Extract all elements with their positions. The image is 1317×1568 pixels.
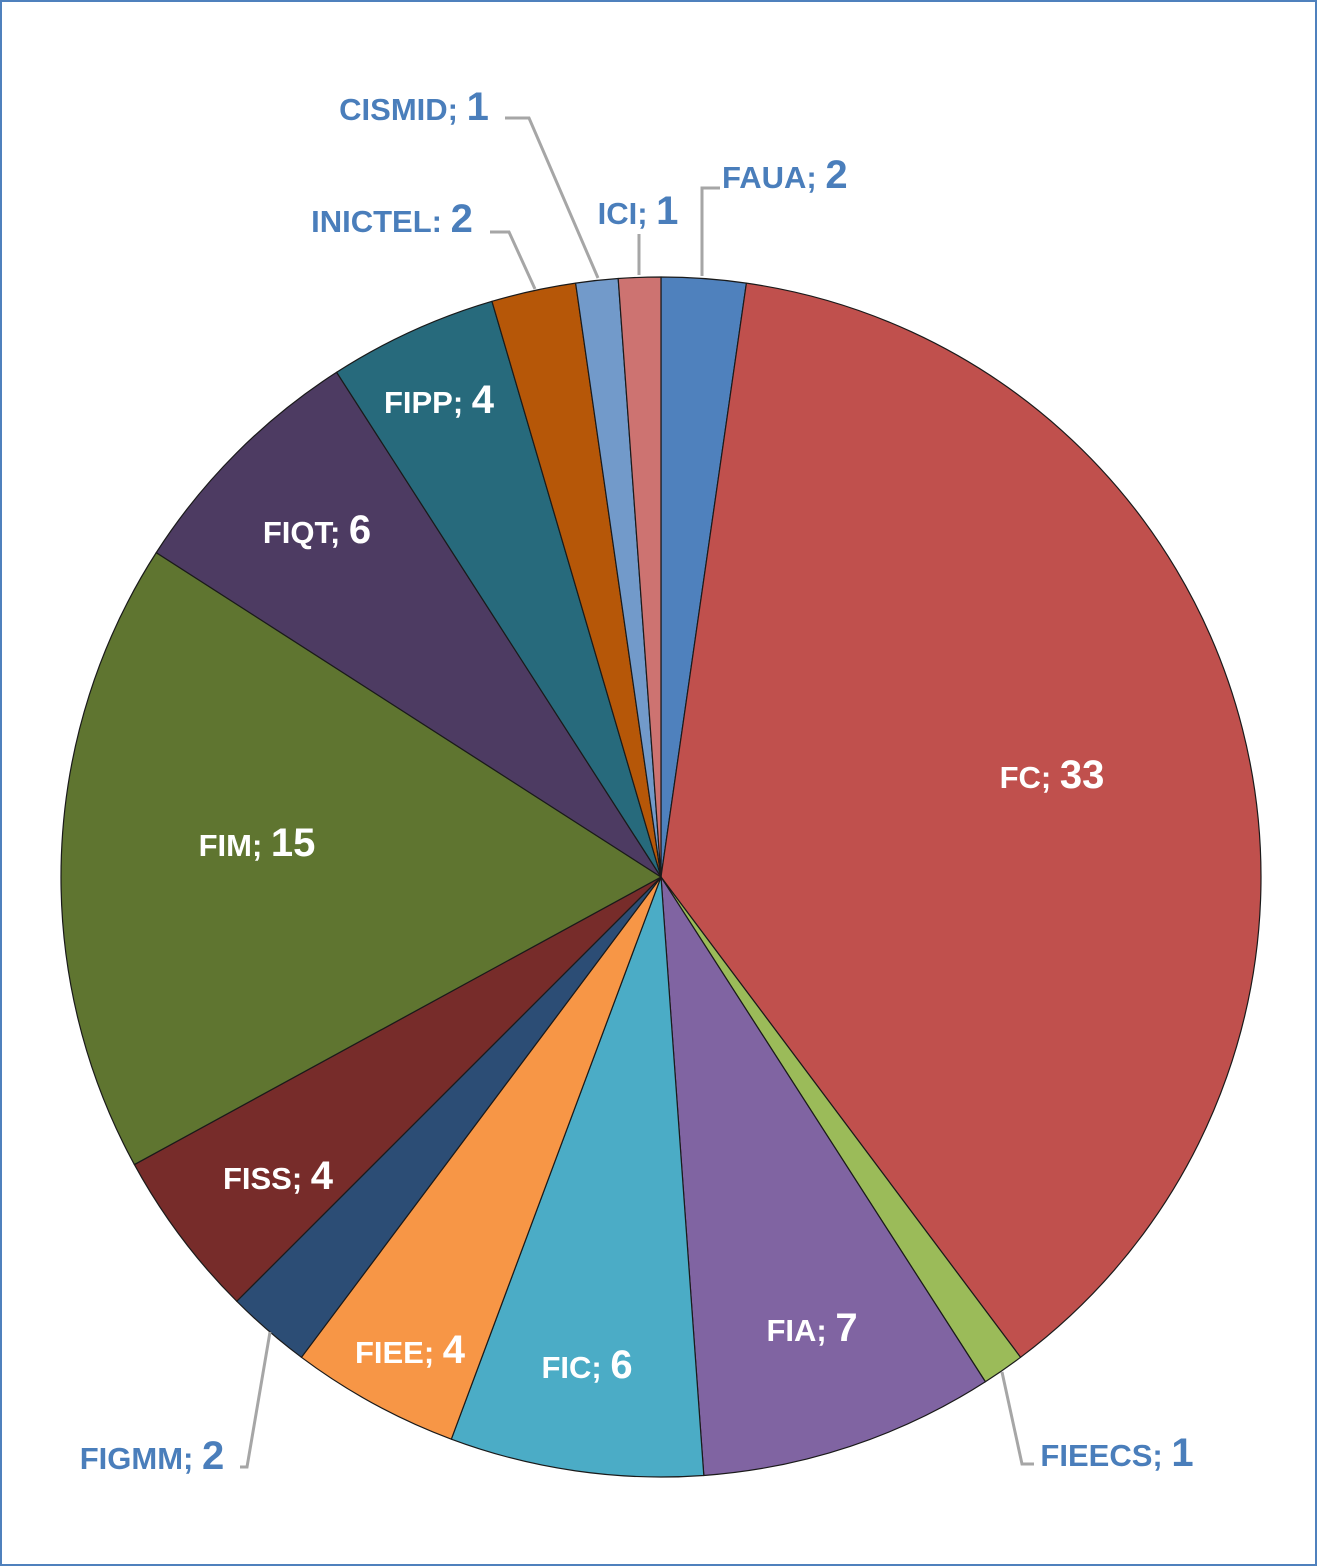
leader-line-fieecs <box>1000 1371 1034 1466</box>
slice-fim <box>60 552 662 1166</box>
data-label-faua: FAUA; 2 <box>722 153 848 197</box>
data-label-value: 15 <box>271 821 316 865</box>
data-label-value: 1 <box>467 85 489 129</box>
data-label-value: 2 <box>825 153 847 197</box>
data-label-fia: FIA; 7 <box>766 1306 857 1350</box>
data-label-value: 1 <box>656 189 678 233</box>
slice-fiqt <box>155 371 662 878</box>
data-label-fipp: FIPP; 4 <box>384 378 495 422</box>
data-label-value: 7 <box>835 1306 857 1350</box>
leader-line-faua <box>700 186 720 276</box>
leader-line-inictel <box>490 230 537 290</box>
data-label-fic: FIC; 6 <box>541 1343 632 1387</box>
data-label-name: FIEECS; <box>1040 1438 1171 1473</box>
slice-fipp <box>336 300 662 878</box>
data-label-name: FIPP; <box>384 385 472 420</box>
data-label-name: FIM; <box>199 828 271 863</box>
data-label-name: INICTEL: <box>311 204 451 239</box>
slice-fic <box>450 876 705 1478</box>
data-label-name: FIC; <box>541 1350 610 1385</box>
data-label-value: 4 <box>472 378 495 422</box>
data-labels: FAUA; 2 FC; 33 FIEECS; 1 FIA; 7 FIC; 6 FIEE; … <box>80 85 1194 1478</box>
leader-line-figmm <box>240 1331 272 1469</box>
data-label-value: 1 <box>1171 1431 1193 1475</box>
data-label-inictel: INICTEL: 2 <box>311 197 473 241</box>
data-label-name: FIA; <box>766 1313 835 1348</box>
data-label-value: 33 <box>1060 753 1105 797</box>
data-label-ici: ICI; 1 <box>598 189 679 233</box>
data-label-cismid: CISMID; 1 <box>339 85 489 129</box>
data-label-value: 2 <box>202 1434 224 1478</box>
data-label-name: FIEE; <box>355 1335 443 1370</box>
data-label-name: FIGMM; <box>80 1441 202 1476</box>
data-label-fiqt: FIQT; 6 <box>263 508 371 552</box>
data-label-value: 6 <box>349 508 371 552</box>
data-label-value: 2 <box>451 197 473 241</box>
data-label-fim: FIM; 15 <box>199 821 316 865</box>
leader-lines <box>240 116 1034 1469</box>
data-label-value: 4 <box>311 1154 334 1198</box>
slice-fiss <box>133 876 662 1302</box>
slice-fiee <box>300 876 662 1440</box>
data-label-name: FIQT; <box>263 515 349 550</box>
data-label-name: ICI; <box>598 196 657 231</box>
leader-line-cismid <box>505 116 600 279</box>
pie-slices <box>60 276 1262 1478</box>
slice-fc <box>660 282 1262 1358</box>
data-label-fieecs: FIEECS; 1 <box>1040 1431 1193 1475</box>
slice-ici <box>617 276 662 878</box>
slice-fia <box>660 876 986 1477</box>
data-label-name: FISS; <box>223 1161 311 1196</box>
data-label-fiee: FIEE; 4 <box>355 1328 466 1372</box>
data-label-value: 4 <box>443 1328 466 1372</box>
data-label-value: 6 <box>610 1343 632 1387</box>
data-label-fiss: FISS; 4 <box>223 1154 334 1198</box>
data-label-name: CISMID; <box>339 92 466 127</box>
data-label-name: FC; <box>1000 760 1060 795</box>
data-label-figmm: FIGMM; 2 <box>80 1434 225 1478</box>
data-label-name: FAUA; <box>722 160 825 195</box>
data-label-fc: FC; 33 <box>1000 753 1105 797</box>
